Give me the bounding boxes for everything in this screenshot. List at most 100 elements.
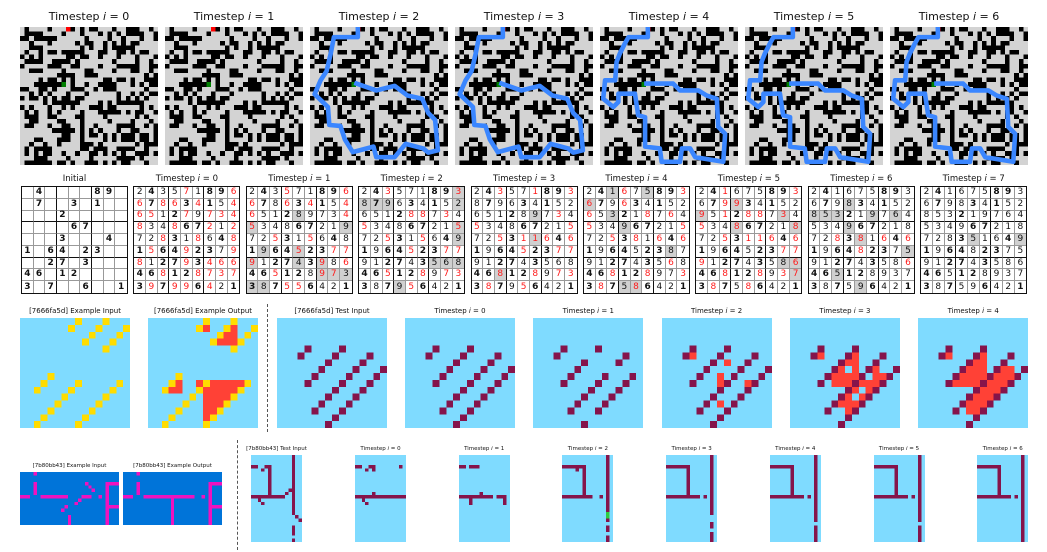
maze-wall-cell [61,68,66,73]
line-cell [582,475,587,479]
maze-wall-cell [169,151,175,156]
maze-wall-cell [991,40,996,46]
maze-wall-cell [411,100,416,106]
maze-wall-cell [1023,77,1028,83]
maze-wall-cell [468,146,474,152]
line-cell [672,495,677,499]
maze-wall-cell [406,54,412,60]
maze-wall-cell [846,160,851,165]
maze-goal-cell [931,82,936,87]
maze-wall-cell [551,96,557,101]
sudoku-cell: 8 [933,281,945,293]
maze-wall-cell [618,31,623,37]
maze-wall-cell [609,160,614,165]
sudoku-cell: 3 [743,198,755,211]
maze-wall-cell [247,40,253,46]
sudoku-cell: 2 [855,269,868,282]
maze-wall-cell [459,36,465,41]
maze-wall-cell [135,142,140,147]
maze-wall-cell [397,109,402,115]
line-cell [586,495,590,499]
sudoku-cell: 9 [1014,234,1027,246]
maze-wall-cell [360,54,366,60]
maze-wall-cell [402,86,407,92]
line-cell [50,495,55,499]
maze-wall-cell [547,151,552,156]
maze-wall-cell [696,54,702,60]
maze-wall-cell [464,59,469,64]
maze-wall-cell [908,86,913,92]
maze-wall-cell [289,160,294,165]
line-cell [47,407,55,415]
line-cell [368,465,372,469]
line-cell [997,481,1001,486]
maze-wall-cell [505,54,511,60]
maze-wall-cell [261,100,267,106]
maze-wall-cell [795,77,801,83]
line-cell [1021,471,1025,476]
maze-wall-cell [379,151,384,156]
maze-wall-cell [61,132,66,138]
maze-wall-cell [922,59,927,64]
maze-wall-cell [478,82,483,87]
maze-wall-cell [995,100,1001,106]
line-cell [757,373,765,380]
arc-7b80bb43-test-input-grid [251,455,302,542]
maze-wall-cell [963,123,969,129]
maze-wall-cell [383,123,389,129]
line-cell [1021,481,1025,486]
maze-wall-cell [940,50,946,55]
maze-wall-cell [556,123,561,129]
sudoku-cell: 8 [820,281,833,293]
line-cell [40,414,48,422]
maze-wall-cell [275,63,280,69]
maze-wall-cell [510,63,515,69]
sudoku-cell: 6 [394,198,406,211]
maze-wall-cell [459,59,465,64]
maze-wall-cell [66,96,71,101]
maze-wall-cell [478,146,483,152]
sudoku-cell: 1 [719,210,732,223]
maze-wall-cell [252,119,257,124]
maze-wall-cell [551,123,557,129]
line-cell [716,352,724,360]
maze-wall-cell [473,137,478,142]
maze-wall-cell [491,160,497,165]
sudoku-cell: 1 [494,210,507,223]
maze-wall-cell [130,27,135,32]
maze-wall-cell [188,155,193,161]
sudoku-cell: 6 [506,198,519,211]
maze-wall-cell [420,91,425,96]
sudoku-cell: 6 [541,234,554,246]
sudoku-cell: 5 [293,281,306,293]
maze-wall-cell [178,155,184,161]
maze-wall-cell [696,146,702,152]
maze-grid [600,27,738,165]
line-cell [744,359,751,367]
sudoku-cell: 1 [316,198,329,211]
maze-wall-cell [125,132,131,138]
line-cell [710,498,714,502]
maze-wall-cell [229,146,234,152]
maze-wall-cell [800,63,805,69]
sudoku-cell: 4 [1014,211,1027,223]
line-cell [872,386,880,394]
maze-wall-cell [922,86,927,92]
line-cell [893,465,898,469]
maze-wall-cell [977,82,982,87]
line-cell [669,495,673,499]
maze-wall-cell [588,63,593,69]
maze-wall-cell [125,123,131,129]
line-cell [237,386,245,394]
line-cell [773,465,777,469]
maze-wall-cell [749,146,755,152]
sudoku-cell: 3 [192,257,205,270]
maze-wall-cell [314,146,320,152]
maze-wall-cell [169,86,175,92]
maze-wall-cell [468,151,474,156]
maze-wall-cell [837,137,842,142]
sudoku-cell: 3 [878,245,891,258]
line-cell [81,414,89,422]
maze-wall-cell [850,160,856,165]
maze-wall-cell [56,109,62,115]
